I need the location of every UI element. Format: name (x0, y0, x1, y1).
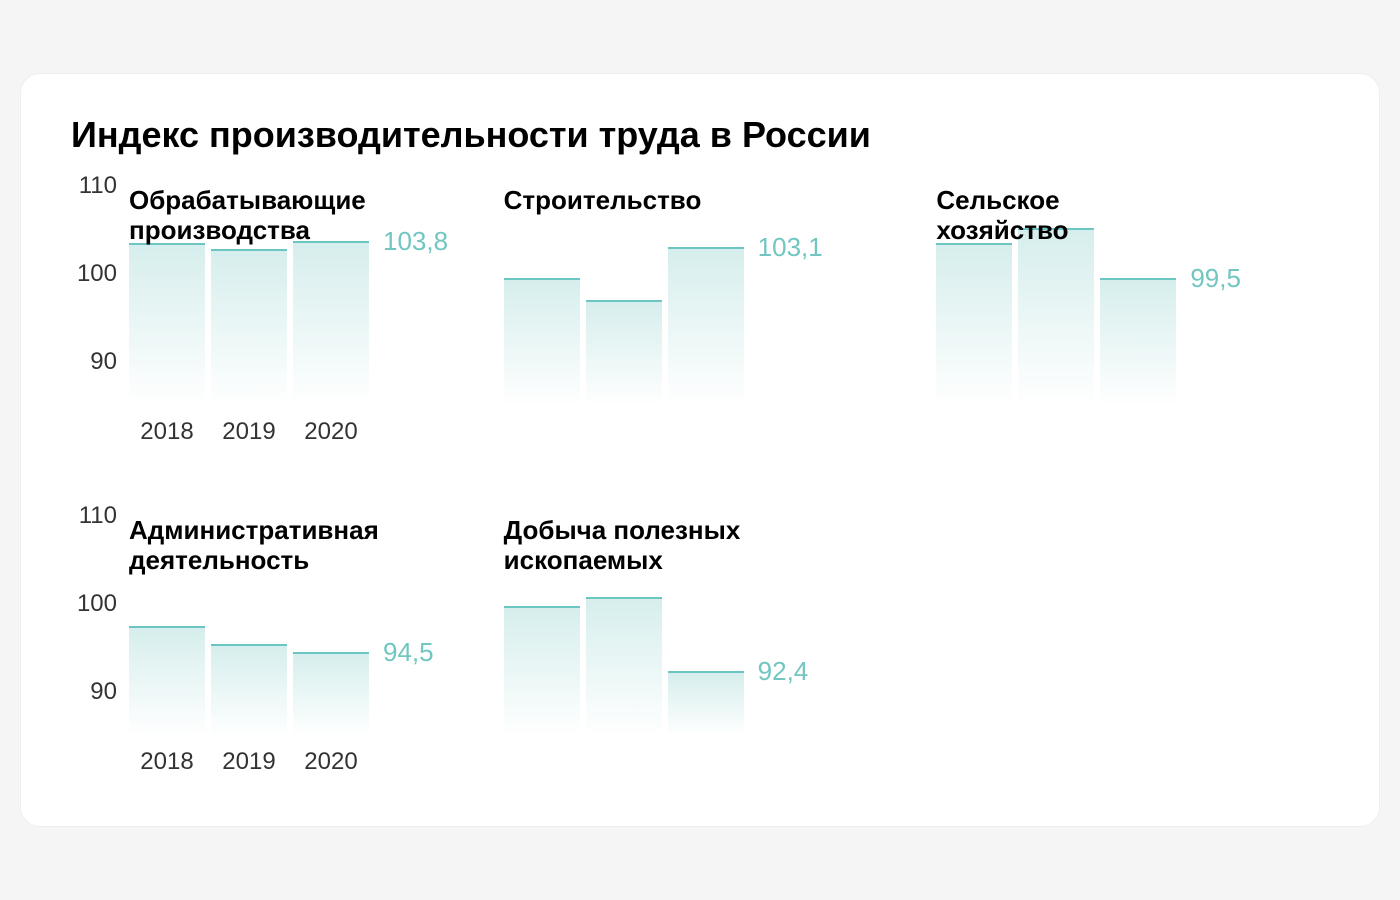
y-tick: 100 (77, 262, 117, 286)
x-label: 2020 (293, 748, 369, 776)
chart-card: Индекс производительности труда в России… (20, 73, 1380, 827)
y-axis: 11010090 (71, 516, 129, 736)
panel-grid: 110 100 90 Обрабатывающие производства103,8… (71, 186, 1329, 776)
bar (211, 644, 287, 736)
bar (211, 249, 287, 406)
panel-subtitle: Строительство (504, 186, 702, 216)
y-tick: 110 (79, 504, 117, 528)
panel-mining: Добыча полезных ископаемых 92,4 (504, 516, 897, 776)
bar (293, 652, 369, 736)
bar (504, 606, 580, 736)
main-title: Индекс производительности труда в России (71, 114, 1329, 156)
panel-subtitle: Административная деятельность (129, 516, 389, 576)
bar (668, 247, 744, 406)
x-labels: 201820192020 (129, 418, 369, 446)
chart-area: Добыча полезных ископаемых 92,4 (504, 516, 897, 776)
y-axis: 11010090 (71, 186, 129, 406)
bar (1018, 228, 1094, 406)
bar (293, 241, 369, 406)
x-label: 2020 (293, 418, 369, 446)
y-tick: 90 (90, 680, 117, 704)
bar (1100, 278, 1176, 406)
panel-subtitle: Сельское хозяйство (936, 186, 1196, 246)
x-label: 2019 (211, 418, 287, 446)
panel-construction: Строительство 103,1 (504, 186, 897, 446)
x-label: 2019 (211, 748, 287, 776)
panel-admin: 11010090Административная деятельность94,… (71, 516, 464, 776)
y-tick: 100 (77, 592, 117, 616)
x-labels: 201820192020 (129, 748, 369, 776)
chart-area: Обрабатывающие производства103,8 20182019… (129, 186, 464, 446)
panel-subtitle: Обрабатывающие производства (129, 186, 389, 246)
x-label: 2018 (129, 748, 205, 776)
y-tick: 90 (90, 350, 117, 374)
bar (129, 243, 205, 406)
panel-manufacturing: 11010090Обрабатывающие производства103,8… (71, 186, 464, 446)
final-value-label: 99,5 (1190, 263, 1241, 294)
bar (668, 671, 744, 736)
final-value-label: 103,1 (758, 232, 823, 263)
bar (586, 597, 662, 736)
chart-area: Административная деятельность 94,5 2018201… (129, 516, 464, 776)
bar-plot (504, 186, 744, 406)
bar (936, 243, 1012, 406)
y-tick: 110 (79, 174, 117, 198)
bar (586, 300, 662, 406)
final-value-label: 103,8 (383, 226, 448, 257)
final-value-label: 92,4 (758, 656, 809, 687)
chart-area: Строительство 103,1 (504, 186, 897, 446)
chart-area: Сельское хозяйство 99,5 (936, 186, 1329, 446)
bar (504, 278, 580, 406)
bar (129, 626, 205, 736)
panel-agriculture: Сельское хозяйство 99,5 (936, 186, 1329, 446)
panel-subtitle: Добыча полезных ископаемых (504, 516, 764, 576)
final-value-label: 94,5 (383, 637, 434, 668)
x-label: 2018 (129, 418, 205, 446)
